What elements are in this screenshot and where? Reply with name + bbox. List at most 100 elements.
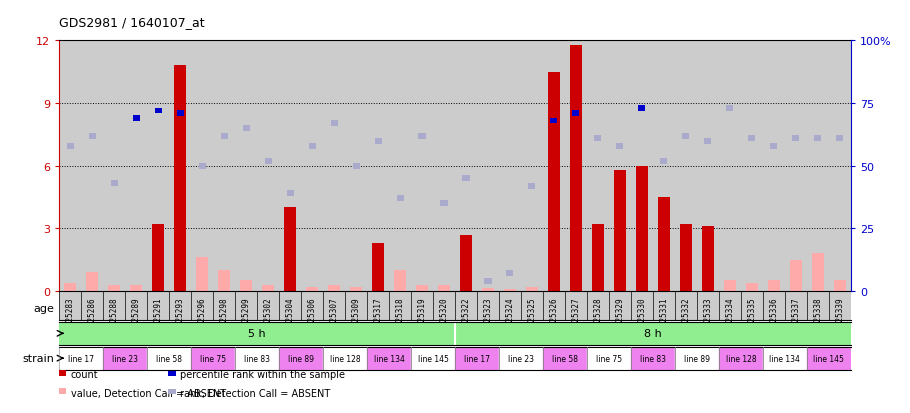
Bar [614,171,626,291]
Bar [551,119,558,124]
Text: strain: strain [23,354,55,363]
Text: line 83: line 83 [244,354,270,363]
Bar [130,285,142,291]
Bar [394,271,406,291]
Bar [455,347,499,370]
Text: line 145: line 145 [814,354,844,363]
Bar [460,235,472,291]
Bar [704,138,712,144]
Text: 8 h: 8 h [644,328,662,339]
Bar [631,347,675,370]
Bar [308,143,316,149]
Bar [768,281,780,291]
Bar [726,106,733,112]
Bar [330,121,338,127]
Bar [482,288,494,291]
Bar [111,181,117,187]
Bar [240,281,252,291]
Bar [499,347,543,370]
Text: line 17: line 17 [464,354,490,363]
Bar [103,347,147,370]
Text: line 134: line 134 [374,354,404,363]
Bar [812,254,824,291]
Bar [504,289,516,291]
Bar [262,285,274,291]
Text: line 75: line 75 [200,354,227,363]
Bar [133,116,139,122]
Bar [814,136,822,142]
Bar [198,163,206,169]
Bar [306,287,318,291]
Bar [411,347,455,370]
Bar [658,197,670,291]
Bar [529,183,535,189]
Text: line 128: line 128 [725,354,756,363]
Bar [807,347,851,370]
Text: rank, Detection Call = ABSENT: rank, Detection Call = ABSENT [180,388,330,398]
Bar [616,143,623,149]
Bar [88,133,96,139]
Bar [279,347,323,370]
Bar [64,283,76,291]
Bar [639,106,645,112]
Bar [748,136,755,142]
Bar [793,136,799,142]
Bar [350,287,362,291]
Bar [265,158,271,164]
Text: count: count [71,369,98,379]
Bar [462,176,470,182]
Bar [59,347,103,370]
Bar [719,347,763,370]
Bar [66,143,74,149]
Bar [526,287,538,291]
Text: line 17: line 17 [68,354,94,363]
Bar [220,133,228,139]
Bar [543,347,587,370]
Bar [570,45,582,291]
Text: line 83: line 83 [640,354,666,363]
Text: GDS2981 / 1640107_at: GDS2981 / 1640107_at [59,16,205,29]
Bar [587,347,631,370]
Bar [702,227,714,291]
Bar [218,271,230,291]
Bar [682,133,690,139]
Bar [147,347,191,370]
Bar [592,225,604,291]
Bar [323,347,367,370]
Bar [572,111,580,117]
Text: line 89: line 89 [288,354,314,363]
Bar [86,273,98,291]
Bar [771,143,777,149]
Bar [177,111,184,117]
Bar [196,258,208,291]
Text: value, Detection Call = ABSENT: value, Detection Call = ABSENT [71,388,226,398]
Text: age: age [34,304,55,313]
Bar [352,163,359,169]
Bar [155,108,162,114]
Bar [790,260,802,291]
Bar [287,191,294,197]
Text: line 75: line 75 [596,354,622,363]
Bar [367,347,411,370]
Bar [548,73,560,291]
Text: 5 h: 5 h [248,328,266,339]
Text: line 128: line 128 [329,354,360,363]
Bar [284,208,296,291]
Bar [763,347,807,370]
Text: line 58: line 58 [552,354,578,363]
Bar [675,347,719,370]
Bar [438,285,450,291]
Bar [723,281,736,291]
Bar [328,285,340,291]
Text: line 23: line 23 [508,354,534,363]
Bar [834,281,846,291]
Bar [375,138,381,144]
Bar [397,196,403,202]
Bar [636,166,648,291]
Bar [661,158,667,164]
Bar [419,133,426,139]
Bar [108,285,120,291]
Text: line 58: line 58 [157,354,182,363]
Text: line 145: line 145 [418,354,449,363]
Text: percentile rank within the sample: percentile rank within the sample [180,369,345,379]
